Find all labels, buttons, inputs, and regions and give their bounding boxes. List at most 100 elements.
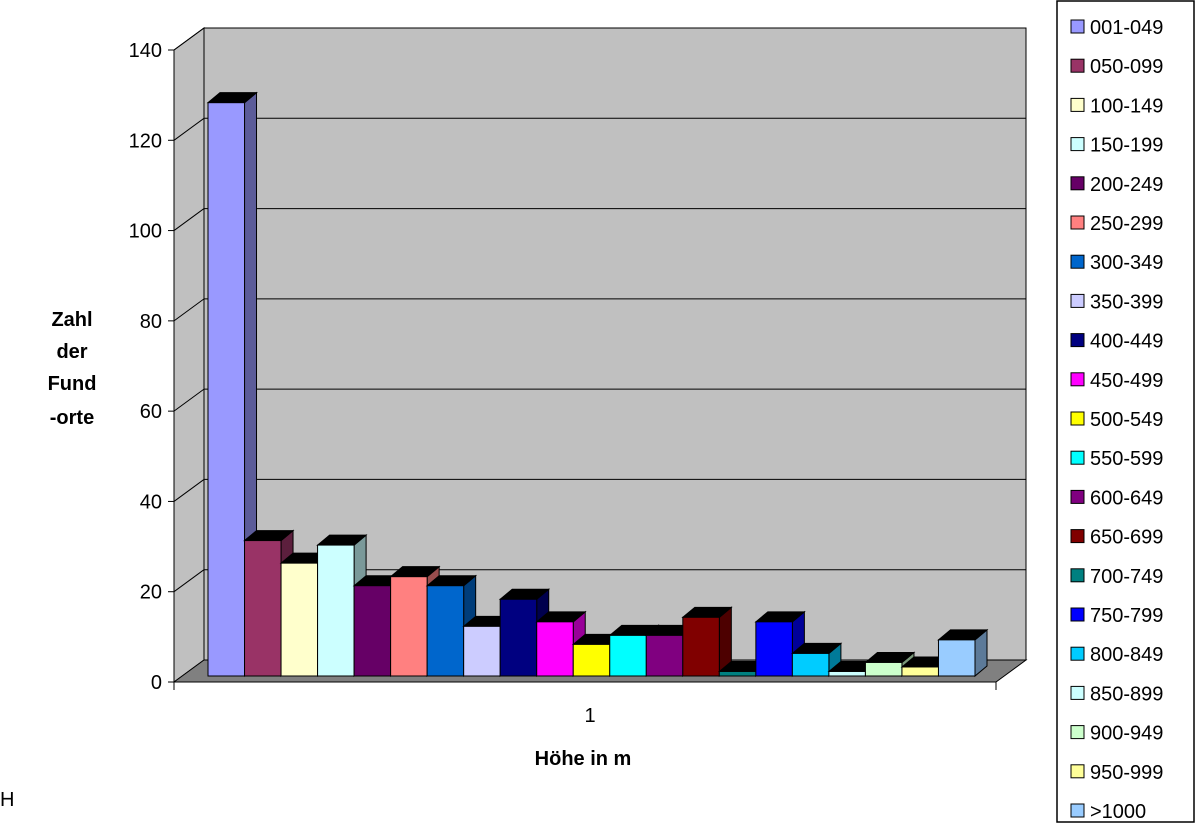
legend-label: 650-699 xyxy=(1090,527,1163,549)
bar-front xyxy=(864,661,903,677)
y-axis-title-line: der xyxy=(56,341,87,363)
y-axis: 0 20 40 60 80 100 120 140 xyxy=(129,40,997,694)
legend-label: 250-299 xyxy=(1090,213,1163,235)
legend-label: 850-899 xyxy=(1090,683,1163,705)
legend-label: 450-499 xyxy=(1090,370,1163,392)
bar-front xyxy=(937,639,976,677)
legend-swatch xyxy=(1070,19,1085,34)
legend-swatch xyxy=(1070,254,1085,269)
y-tick-label: 140 xyxy=(129,40,162,62)
legend-item: 150-199 xyxy=(1070,135,1163,157)
legend-label: 050-099 xyxy=(1090,56,1163,78)
stray-text: H xyxy=(0,789,14,811)
legend: 001-049 050-099 100-149 150-199 200-249 250-2… xyxy=(1070,17,1163,823)
legend-label: 550-599 xyxy=(1090,448,1163,470)
bar-front xyxy=(755,621,793,677)
legend-item: 001-049 xyxy=(1070,17,1163,39)
legend-item: 800-849 xyxy=(1070,644,1163,666)
legend-item: 700-749 xyxy=(1070,566,1163,588)
legend-item: 300-349 xyxy=(1070,252,1163,274)
bar xyxy=(681,606,733,678)
bar-front xyxy=(536,621,574,677)
legend-swatch xyxy=(1070,803,1085,818)
legend-label: 700-749 xyxy=(1090,566,1163,588)
legend-item: 900-949 xyxy=(1070,723,1163,745)
y-tick-label: 20 xyxy=(140,582,162,604)
legend-label: 400-449 xyxy=(1090,331,1163,353)
bar-front xyxy=(244,540,282,677)
gridline-side xyxy=(173,388,205,412)
y-axis-title-line: Zahl xyxy=(51,309,92,331)
side-wall xyxy=(173,27,205,683)
bar-front xyxy=(718,670,757,677)
bar-front xyxy=(353,585,392,677)
legend-swatch xyxy=(1070,607,1085,622)
legend-label: 900-949 xyxy=(1090,723,1163,745)
legend-item: 600-649 xyxy=(1070,487,1163,509)
legend-label: >1000 xyxy=(1090,801,1146,823)
bar-front xyxy=(572,643,611,677)
y-tick-label: 40 xyxy=(140,491,162,513)
legend-label: 600-649 xyxy=(1090,487,1163,509)
legend-label: 200-249 xyxy=(1090,174,1163,196)
legend-label: 350-399 xyxy=(1090,291,1163,313)
legend-item: 650-699 xyxy=(1070,527,1163,549)
legend-swatch xyxy=(1070,97,1085,112)
legend-label: 750-799 xyxy=(1090,605,1163,627)
legend-label: 300-349 xyxy=(1090,252,1163,274)
y-tick-label: 120 xyxy=(129,130,162,152)
bar-front xyxy=(828,670,866,677)
legend-label: 100-149 xyxy=(1090,95,1163,117)
y-tick-label: 60 xyxy=(140,401,162,423)
bar-front xyxy=(280,562,319,677)
x-tick-label: 1 xyxy=(584,705,595,727)
bar-front xyxy=(317,544,355,677)
legend-swatch xyxy=(1070,333,1085,348)
bars-group xyxy=(206,91,989,678)
bar xyxy=(937,628,989,678)
legend-item: 100-149 xyxy=(1070,95,1163,117)
legend-item: 400-449 xyxy=(1070,331,1163,353)
legend-item: 950-999 xyxy=(1070,762,1163,784)
legend-label: 001-049 xyxy=(1090,17,1163,39)
legend-item: 350-399 xyxy=(1070,291,1163,313)
legend-item: 050-099 xyxy=(1070,56,1163,78)
legend-label: 500-549 xyxy=(1090,409,1163,431)
legend-item: 550-599 xyxy=(1070,448,1163,470)
legend-swatch xyxy=(1070,450,1085,465)
legend-swatch xyxy=(1070,58,1085,73)
bar xyxy=(206,91,258,678)
y-axis-title-line: -orte xyxy=(50,407,94,429)
bar-front xyxy=(426,585,465,677)
gridline-side xyxy=(173,479,205,502)
legend-item: 450-499 xyxy=(1070,370,1163,392)
gridline-side xyxy=(173,117,205,141)
legend-swatch xyxy=(1070,489,1085,504)
legend-swatch xyxy=(1070,646,1085,661)
legend-label: 800-849 xyxy=(1090,644,1163,666)
legend-swatch xyxy=(1070,529,1085,544)
gridline-side xyxy=(173,27,205,51)
gridline-side xyxy=(173,298,205,322)
legend-item: 250-299 xyxy=(1070,213,1163,235)
legend-item: 850-899 xyxy=(1070,683,1163,705)
legend-swatch xyxy=(1070,725,1085,740)
legend-swatch xyxy=(1070,568,1085,583)
gridline-side xyxy=(173,569,205,593)
bar-front xyxy=(791,652,830,677)
y-axis-title-line: Fund xyxy=(48,373,97,395)
gridline-side xyxy=(173,208,205,231)
y-tick-label: 80 xyxy=(140,311,162,333)
legend-swatch xyxy=(1070,685,1085,700)
legend-label: 950-999 xyxy=(1090,762,1163,784)
legend-swatch xyxy=(1070,137,1085,152)
legend-item: 750-799 xyxy=(1070,605,1163,627)
legend-item: >1000 xyxy=(1070,801,1146,823)
legend-label: 150-199 xyxy=(1090,135,1163,157)
legend-swatch xyxy=(1070,764,1085,779)
legend-item: 200-249 xyxy=(1070,174,1163,196)
x-axis-title: Höhe in m xyxy=(535,748,632,770)
legend-swatch xyxy=(1070,215,1085,230)
